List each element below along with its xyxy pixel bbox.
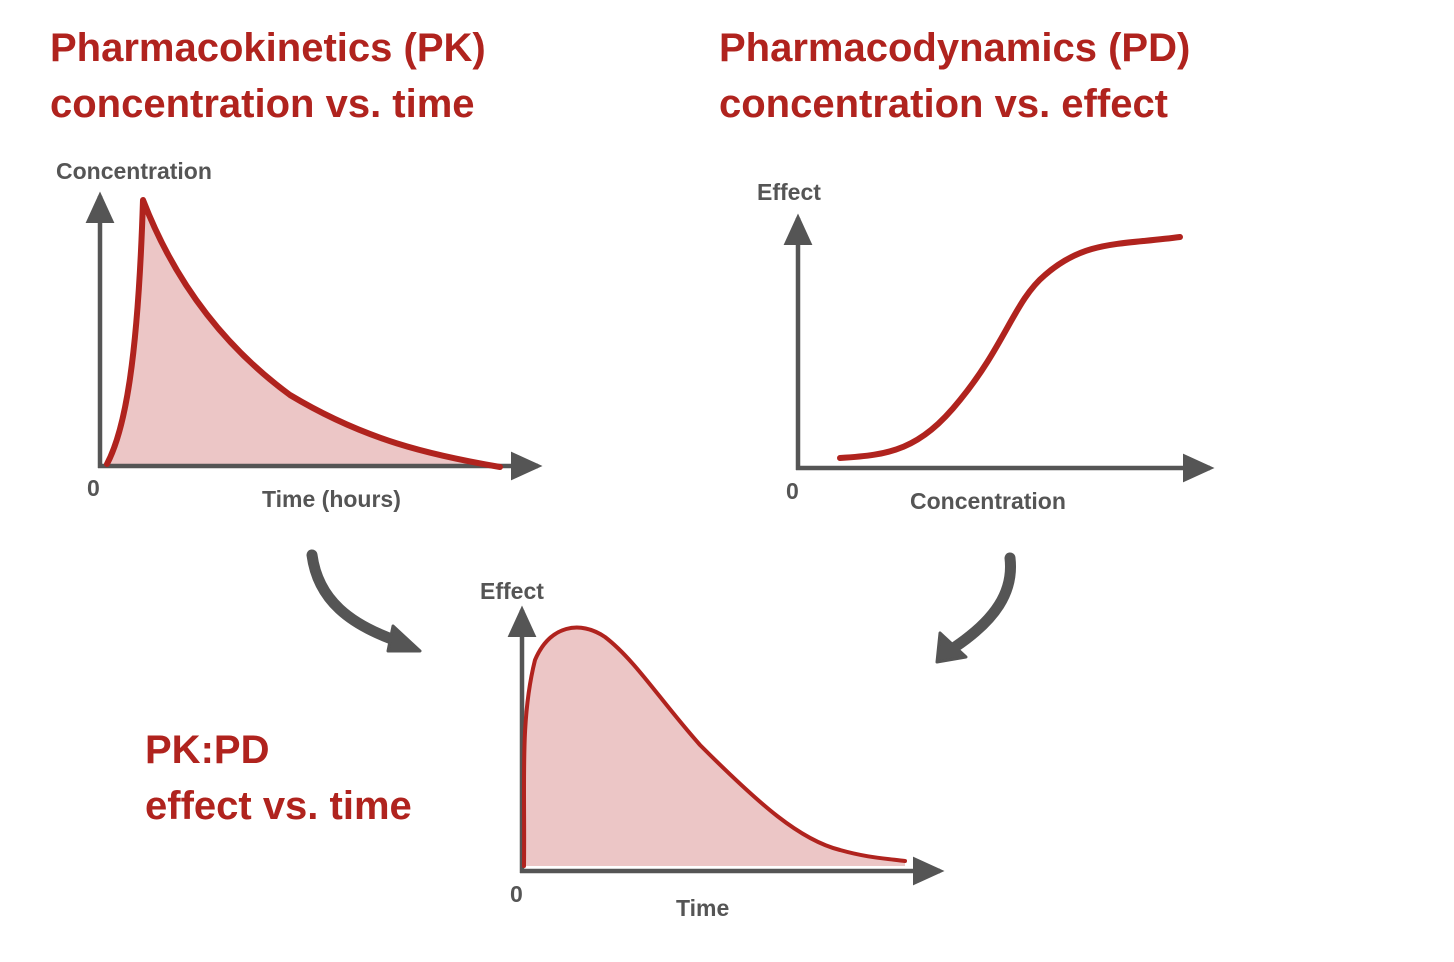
pk-curve (104, 197, 503, 470)
pkpd-heading: PK:PD effect vs. time (145, 722, 412, 834)
pkpd-origin-label: 0 (510, 881, 523, 907)
pk-title: Pharmacokinetics (PK) (50, 26, 486, 70)
pk-curve-fill (107, 200, 500, 467)
pkpd-subtitle: effect vs. time (145, 784, 412, 828)
pkpd-title: PK:PD (145, 728, 270, 772)
pkpd-x-axis-label: Time (676, 895, 729, 921)
pd-origin-label: 0 (786, 478, 799, 504)
pd-y-axis-label: Effect (757, 179, 821, 205)
pk-subtitle: concentration vs. time (50, 82, 475, 126)
pkpd-curve (521, 625, 907, 868)
pk-chart: Concentration Time (hours) 0 (56, 158, 543, 512)
pd-chart: Effect Concentration 0 (757, 179, 1215, 514)
pk-y-axis-label: Concentration (56, 158, 212, 184)
pd-x-axis-label: Concentration (910, 488, 1066, 514)
pk-to-pkpd-arrow (306, 549, 422, 653)
pd-subtitle: concentration vs. effect (719, 82, 1169, 126)
pk-origin-label: 0 (87, 475, 100, 501)
pd-curve (837, 234, 1183, 461)
pkpd-chart: Effect Time 0 (480, 578, 945, 921)
pkpd-curve-fill (523, 627, 905, 866)
pk-x-axis-label: Time (hours) (262, 486, 401, 512)
pkpd-y-axis-label: Effect (480, 578, 544, 604)
pd-to-pkpd-arrow (935, 552, 1017, 664)
pk-heading: Pharmacokinetics (PK) concentration vs. … (50, 20, 486, 132)
pd-heading: Pharmacodynamics (PD) concentration vs. … (719, 20, 1190, 132)
pd-title: Pharmacodynamics (PD) (719, 26, 1191, 70)
